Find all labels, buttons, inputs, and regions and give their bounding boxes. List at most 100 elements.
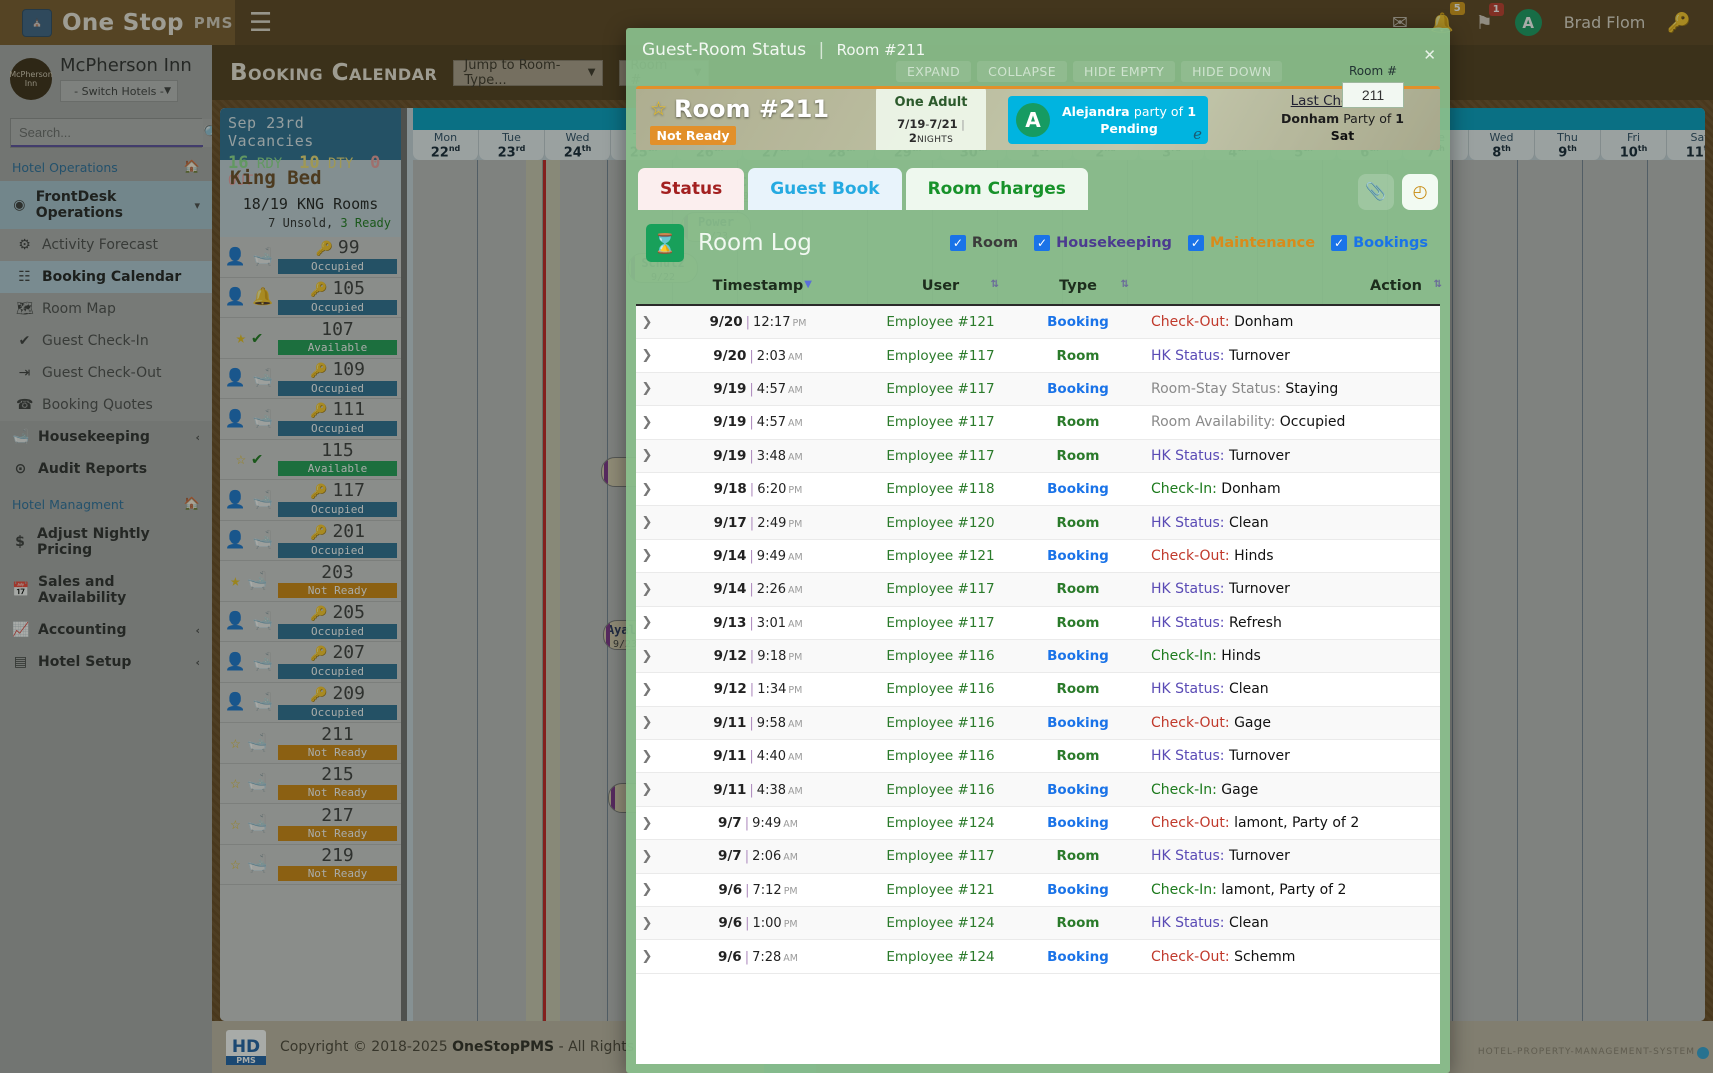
- brand-block[interactable]: ⛪ One Stop PMS: [0, 0, 235, 45]
- room-row[interactable]: ☆ ✔ 115 Available: [220, 439, 401, 480]
- table-row[interactable]: ❯ 9/12 | 9:18 PM Employee #116 Booking Check-In…: [636, 639, 1440, 674]
- calendar-day-header[interactable]: Wed 24th: [545, 130, 611, 160]
- sidebar-item-frontdesk-operations[interactable]: ◉ FrontDesk Operations ▾: [0, 181, 212, 229]
- room-row[interactable]: 👤 🛁 🔑 201 Occupied: [220, 520, 401, 561]
- table-row[interactable]: ❯ 9/19 | 4:57 AM Employee #117 Booking Room-Sta…: [636, 372, 1440, 407]
- log-filter-maintenance[interactable]: ✓ Maintenance: [1187, 235, 1315, 251]
- user-name[interactable]: Brad Flom: [1563, 13, 1646, 32]
- room-row[interactable]: ★ ✔ 107 Available: [220, 318, 401, 359]
- expand-row-icon[interactable]: ❯: [641, 448, 653, 464]
- expand-row-icon[interactable]: ❯: [641, 715, 653, 731]
- room-row[interactable]: 👤 🛁 🔑 99 Occupied: [220, 237, 401, 278]
- tab-guest-book[interactable]: Guest Book: [748, 168, 902, 210]
- expand-row-icon[interactable]: ❯: [641, 815, 653, 831]
- room-row[interactable]: 👤 🛁 🔑 117 Occupied: [220, 480, 401, 521]
- table-row[interactable]: ❯ 9/6 | 1:00 PM Employee #124 Room HK Status: C…: [636, 907, 1440, 941]
- home-icon[interactable]: 🏠: [183, 160, 200, 175]
- sidebar-item-guest-check-out[interactable]: ⇥ Guest Check-Out: [0, 357, 212, 389]
- sidebar-search[interactable]: 🔍: [10, 118, 212, 148]
- room-row[interactable]: 👤 🛁 🔑 207 Occupied: [220, 642, 401, 683]
- table-row[interactable]: ❯ 9/19 | 3:48 AM Employee #117 Room HK Status: …: [636, 439, 1440, 473]
- room-row[interactable]: ☆ 🛁 215 Not Ready: [220, 763, 401, 804]
- log-filter-bookings[interactable]: ✓ Bookings: [1331, 235, 1428, 251]
- calendar-day-header[interactable]: Mon 22nd: [413, 130, 479, 160]
- expand-row-icon[interactable]: ❯: [641, 915, 653, 931]
- calendar-day-header[interactable]: Thu 9th: [1535, 130, 1601, 160]
- sidebar-item-booking-calendar[interactable]: ☷ Booking Calendar: [0, 261, 212, 293]
- expand-row-icon[interactable]: ❯: [641, 882, 653, 898]
- sidebar-item-housekeeping[interactable]: 🛁 Housekeeping ‹: [0, 421, 212, 453]
- room-row[interactable]: 👤 🛁 🔑 109 Occupied: [220, 358, 401, 399]
- tab-status[interactable]: Status: [638, 168, 745, 210]
- flag-icon[interactable]: ⚑ 1: [1476, 2, 1504, 34]
- sidebar-item-accounting[interactable]: 📈 Accounting ‹: [0, 614, 212, 646]
- sidebar-item-room-map[interactable]: 🗺 Room Map: [0, 293, 212, 325]
- expand-row-icon[interactable]: ❯: [641, 314, 653, 330]
- avatar[interactable]: A: [1514, 9, 1542, 36]
- column-timestamp[interactable]: Timestamp ▼: [658, 278, 858, 294]
- expand-row-icon[interactable]: ❯: [641, 615, 653, 631]
- collapse-button[interactable]: COLLAPSE: [977, 61, 1068, 82]
- search-input[interactable]: [11, 119, 203, 147]
- calendar-day-header[interactable]: Sat11th: [1667, 130, 1705, 160]
- hide-down-button[interactable]: HIDE DOWN: [1181, 61, 1283, 82]
- calendar-day-header[interactable]: Wed 8th: [1469, 130, 1535, 160]
- room-row[interactable]: 👤 🛁 🔑 205 Occupied: [220, 601, 401, 642]
- sidebar-item-hotel-setup[interactable]: ▤ Hotel Setup ‹: [0, 646, 212, 678]
- table-row[interactable]: ❯ 9/11 | 4:38 AM Employee #116 Booking Check-In…: [636, 773, 1440, 807]
- paperclip-icon[interactable]: 📎: [1358, 174, 1394, 210]
- sidebar-item-audit-reports[interactable]: ⊙ Audit Reports: [0, 453, 212, 485]
- hide-empty-button[interactable]: HIDE EMPTY: [1073, 61, 1176, 82]
- search-icon[interactable]: 🔍: [203, 119, 212, 147]
- expand-row-icon[interactable]: ❯: [641, 581, 653, 597]
- table-row[interactable]: ❯ 9/19 | 4:57 AM Employee #117 Room Room Availa…: [636, 406, 1440, 440]
- checkbox-icon[interactable]: ✓: [1034, 235, 1051, 251]
- room-row[interactable]: ★ 🛁 203 Not Ready: [220, 561, 401, 602]
- sidebar-item-guest-check-in[interactable]: ✔ Guest Check-In: [0, 325, 212, 357]
- menu-toggle-icon[interactable]: ☰: [249, 7, 273, 38]
- room-type-header[interactable]: King Bed 18/19 KNG Rooms 7 Unsold, 3 Rea…: [220, 160, 401, 237]
- log-filter-housekeeping[interactable]: ✓ Housekeeping: [1034, 235, 1172, 251]
- column-type[interactable]: Type ⇅: [1023, 278, 1133, 294]
- home-icon[interactable]: 🏠: [183, 497, 200, 512]
- expand-row-icon[interactable]: ❯: [641, 949, 653, 965]
- table-row[interactable]: ❯ 9/14 | 9:49 AM Employee #121 Booking Check-Ou…: [636, 540, 1440, 574]
- table-row[interactable]: ❯ 9/11 | 4:40 AM Employee #116 Room HK Status: …: [636, 740, 1440, 774]
- key-icon[interactable]: 🔑: [1667, 12, 1691, 34]
- table-row[interactable]: ❯ 9/7 | 9:49 AM Employee #124 Booking Check-Out…: [636, 807, 1440, 841]
- sort-icon[interactable]: ⇅: [990, 279, 999, 290]
- table-row[interactable]: ❯ 9/20 | 12:17 PM Employee #121 Booking Check-O…: [636, 306, 1440, 340]
- log-filter-room[interactable]: ✓ Room: [949, 235, 1018, 251]
- checkbox-icon[interactable]: ✓: [1187, 235, 1204, 251]
- calendar-day-header[interactable]: Fri 10th: [1601, 130, 1667, 160]
- expand-row-icon[interactable]: ❯: [641, 648, 653, 664]
- room-number-input[interactable]: [1342, 82, 1404, 108]
- room-row[interactable]: 👤 🔔 🔑 105 Occupied: [220, 277, 401, 318]
- expand-row-icon[interactable]: ❯: [641, 381, 653, 397]
- expand-row-icon[interactable]: ❯: [641, 548, 653, 564]
- expand-row-icon[interactable]: ❯: [641, 782, 653, 798]
- room-row[interactable]: ☆ 🛁 219 Not Ready: [220, 844, 401, 885]
- column-user[interactable]: User ⇅: [858, 278, 1023, 294]
- table-row[interactable]: ❯ 9/12 | 1:34 PM Employee #116 Room HK Status: …: [636, 673, 1440, 707]
- checkbox-icon[interactable]: ✓: [949, 235, 966, 251]
- jump-to-room-type-select[interactable]: Jump to Room-Type... ▼: [453, 58, 604, 88]
- table-row[interactable]: ❯ 9/14 | 2:26 AM Employee #117 Room HK Status: …: [636, 573, 1440, 607]
- checkbox-icon[interactable]: ✓: [1331, 235, 1348, 251]
- table-row[interactable]: ❯ 9/20 | 2:03 AM Employee #117 Room HK Status: …: [636, 339, 1440, 373]
- sort-icon[interactable]: ⇅: [1120, 279, 1129, 290]
- room-row[interactable]: ☆ 🛁 211 Not Ready: [220, 723, 401, 764]
- room-row[interactable]: 👤 🛁 🔑 209 Occupied: [220, 682, 401, 723]
- room-row[interactable]: ☆ 🛁 217 Not Ready: [220, 804, 401, 845]
- table-row[interactable]: ❯ 9/18 | 6:20 PM Employee #118 Booking Check-In…: [636, 473, 1440, 507]
- calendar-day-header[interactable]: Tue 23rd: [479, 130, 545, 160]
- expand-row-icon[interactable]: ❯: [641, 748, 653, 764]
- table-row[interactable]: ❯ 9/7 | 2:06 AM Employee #117 Room HK Status: T…: [636, 840, 1440, 874]
- expand-row-icon[interactable]: ❯: [641, 414, 653, 430]
- expand-button[interactable]: EXPAND: [896, 61, 972, 82]
- sort-icon[interactable]: ⇅: [1433, 279, 1442, 290]
- close-icon[interactable]: ✕: [1423, 46, 1436, 64]
- clock-icon[interactable]: ◴: [1402, 174, 1438, 210]
- guest-card[interactable]: A Alejandra party of 1 Pending e: [1008, 95, 1208, 144]
- sort-desc-icon[interactable]: ▼: [804, 279, 812, 290]
